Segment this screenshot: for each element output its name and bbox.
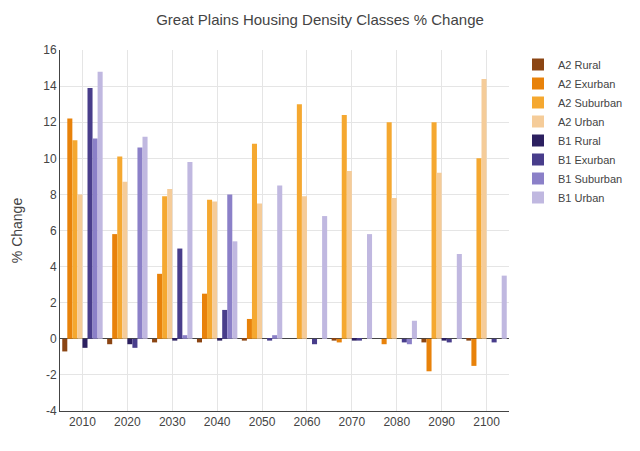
- svg-text:B1 Suburban: B1 Suburban: [558, 173, 622, 185]
- svg-text:2: 2: [50, 296, 57, 310]
- svg-text:2100: 2100: [473, 415, 500, 429]
- svg-text:-2: -2: [46, 368, 57, 382]
- svg-text:A2 Exurban: A2 Exurban: [558, 78, 615, 90]
- svg-text:12: 12: [43, 115, 57, 129]
- svg-text:10: 10: [43, 152, 57, 166]
- svg-text:8: 8: [50, 188, 57, 202]
- svg-text:0: 0: [50, 332, 57, 346]
- svg-text:A2 Suburban: A2 Suburban: [558, 97, 622, 109]
- svg-text:4: 4: [50, 260, 57, 274]
- svg-text:B1 Urban: B1 Urban: [558, 192, 604, 204]
- svg-text:2060: 2060: [294, 415, 321, 429]
- svg-text:A2 Urban: A2 Urban: [558, 116, 604, 128]
- svg-text:14: 14: [43, 79, 57, 93]
- svg-text:B1 Rural: B1 Rural: [558, 135, 601, 147]
- svg-text:2020: 2020: [114, 415, 141, 429]
- svg-text:2030: 2030: [159, 415, 186, 429]
- svg-text:2070: 2070: [338, 415, 365, 429]
- svg-text:Great Plains Housing Density C: Great Plains Housing Density Classes % C…: [156, 11, 484, 28]
- svg-text:2080: 2080: [383, 415, 410, 429]
- svg-text:B1 Exurban: B1 Exurban: [558, 154, 615, 166]
- svg-text:% Change: % Change: [9, 198, 25, 264]
- svg-text:2010: 2010: [69, 415, 96, 429]
- svg-text:2040: 2040: [204, 415, 231, 429]
- svg-text:2090: 2090: [428, 415, 455, 429]
- svg-text:16: 16: [43, 43, 57, 57]
- svg-text:A2 Rural: A2 Rural: [558, 59, 601, 71]
- svg-text:2050: 2050: [249, 415, 276, 429]
- svg-text:6: 6: [50, 224, 57, 238]
- svg-text:-4: -4: [46, 404, 57, 418]
